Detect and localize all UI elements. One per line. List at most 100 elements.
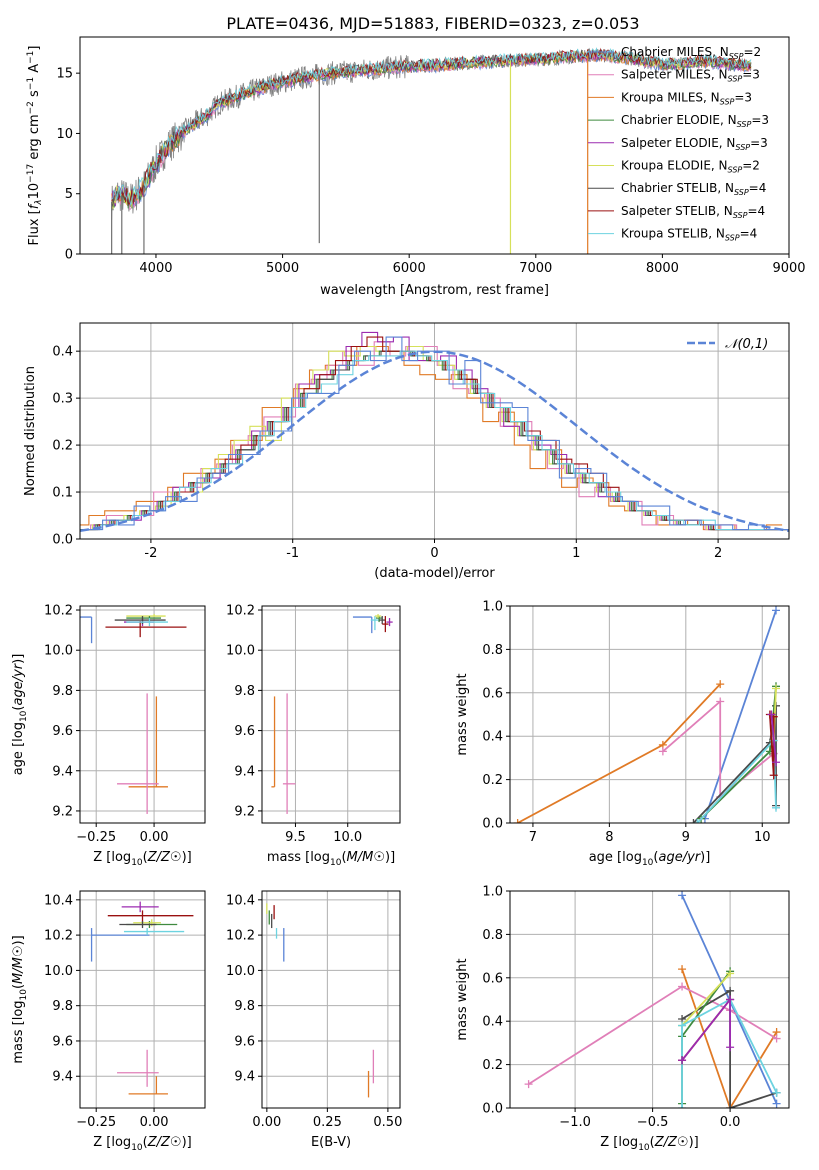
y-tick-label: 10.2 (44, 604, 73, 619)
y-tick-label: 10 (56, 127, 73, 142)
y-tick-label: 9.2 (52, 804, 73, 819)
weight-line-chabrier_stelib (692, 705, 777, 823)
panel-mass_vs_Z: −0.25 0.00 9.4 9.6 9.8 10.0 10.2 10.4 Z [log10(Z… (11, 890, 206, 1153)
axes-frame (261, 890, 401, 1109)
x-tick-label: 0.00 (252, 1115, 281, 1130)
y-tick-label: 9.6 (234, 1034, 255, 1049)
plot-area (80, 891, 205, 1108)
y-tick-label: 9.6 (234, 724, 255, 739)
weight-marker-chabrier_stelib (726, 986, 735, 995)
plot-area (262, 891, 400, 1108)
x-tick-label: 0.00 (140, 830, 169, 845)
y-axis-label: mass [log10(M/M☉)] (11, 935, 29, 1063)
axes-frame (79, 890, 206, 1109)
x-tick-label: 10.0 (333, 830, 362, 845)
x-tick-label: −1.0 (559, 1115, 591, 1130)
axes-frame (509, 605, 790, 824)
y-tick-label: 0.0 (482, 817, 503, 832)
y-tick-label: 9.8 (234, 684, 255, 699)
x-tick-label: 8000 (646, 261, 679, 276)
legend-label-chabrier_miles: Chabrier MILES, NSSP=2 (621, 45, 761, 61)
legend-label-salpeter_elodie: Salpeter ELODIE, NSSP=3 (621, 136, 768, 152)
weight-line-salpeter_elodie (770, 714, 777, 763)
x-tick-label: −0.25 (76, 1115, 116, 1130)
y-tick-label: 0.4 (482, 1015, 503, 1030)
weight-marker-chabrier_miles (678, 891, 687, 900)
x-tick-label: 7 (529, 830, 537, 845)
y-tick-label: 10.0 (226, 964, 255, 979)
x-axis-label: mass [log10(M/M☉)] (267, 850, 395, 868)
histogram-kroupa_elodie (80, 345, 786, 531)
weight-marker-kroupa_miles (678, 965, 687, 974)
plot-area (80, 606, 205, 823)
x-axis-label: (data-model)/error (374, 566, 495, 581)
y-tick-label: 1.0 (482, 885, 503, 900)
x-tick-label: 0.25 (313, 1115, 342, 1130)
y-tick-label: 9.6 (52, 1034, 73, 1049)
panel-weight_vs_Z: −1.0 −0.5 0.0 0.0 0.2 0.4 0.6 0.8 1.0 Z [log10(Z/… (455, 885, 790, 1153)
y-tick-label: 9.2 (234, 804, 255, 819)
weight-marker-salpeter_elodie (726, 1043, 735, 1052)
y-tick-label: 0.1 (52, 486, 73, 501)
x-axis-label: Z [log10(Z/Z☉)] (600, 1135, 698, 1153)
y-tick-label: 0.2 (482, 1058, 503, 1073)
weight-marker-chabrier_stelib (726, 1104, 735, 1108)
weight-line-salpeter_elodie (681, 996, 731, 1061)
y-tick-label: 0.6 (482, 686, 503, 701)
histogram-chabrier_stelib (81, 350, 789, 531)
x-axis-label: wavelength [Angstrom, rest frame] (320, 283, 549, 298)
axes-frame (79, 605, 206, 824)
weight-marker-salpeter_elodie (678, 1056, 687, 1065)
panel-age_vs_mass: 9.5 10.0 9.2 9.4 9.6 9.8 10.0 10.2 mass [log10(M… (226, 604, 401, 868)
weight-line-chabrier_miles (704, 610, 777, 819)
weight-marker-salpeter_miles (678, 982, 687, 991)
y-axis-label: age [log10(age/yr)] (11, 654, 29, 776)
x-axis-label: Z [log10(Z/Z☉)] (93, 1135, 191, 1153)
histogram-kroupa_stelib (85, 350, 789, 531)
weight-marker-kroupa_elodie (772, 684, 781, 693)
x-tick-label: −0.5 (637, 1115, 669, 1130)
y-tick-label: 10.2 (226, 929, 255, 944)
figure-title: PLATE=0436, MJD=51883, FIBERID=0323, z=0… (226, 14, 639, 33)
y-tick-label: 0.4 (52, 345, 73, 360)
x-tick-label: 0.0 (720, 1115, 741, 1130)
x-tick-label: 9000 (772, 261, 805, 276)
y-axis-label: Flux [fλ10−17 erg cm−2 s−1 A−1] (26, 46, 44, 246)
legend-label-chabrier_stelib: Chabrier STELIB, NSSP=4 (621, 181, 766, 197)
y-tick-label: 0.8 (482, 928, 503, 943)
weight-marker-kroupa_elodie (726, 969, 735, 978)
weight-marker-salpeter_elodie (767, 710, 776, 719)
model-spectrum-kroupa_stelib (111, 47, 752, 206)
y-tick-label: 10.2 (226, 604, 255, 619)
axes-frame (79, 36, 790, 255)
weight-marker-kroupa_stelib (693, 819, 702, 823)
weight-marker-salpeter_stelib (769, 771, 778, 780)
y-tick-label: 9.8 (234, 999, 255, 1014)
y-tick-label: 0.0 (52, 533, 73, 548)
x-tick-label: 7000 (519, 261, 552, 276)
legend-label-salpeter_stelib: Salpeter STELIB, NSSP=4 (621, 204, 765, 220)
x-tick-label: 5000 (266, 261, 299, 276)
y-tick-label: 10.0 (44, 964, 73, 979)
x-tick-label: 4000 (139, 261, 172, 276)
x-tick-label: 9 (682, 830, 690, 845)
y-tick-label: 1.0 (482, 600, 503, 615)
weight-marker-chabrier_miles (772, 606, 781, 615)
y-tick-label: 0.8 (482, 643, 503, 658)
plot-area (510, 891, 789, 1108)
plot-area (80, 323, 789, 539)
x-tick-label: 0.50 (373, 1115, 402, 1130)
weight-line-kroupa_stelib (696, 738, 777, 823)
y-tick-label: 10.0 (44, 644, 73, 659)
x-axis-label: age [log10(age/yr)] (589, 850, 711, 868)
legend-label-salpeter_miles: Salpeter MILES, NSSP=3 (621, 68, 760, 84)
y-tick-label: 15 (56, 67, 73, 82)
y-tick-label: 9.6 (52, 724, 73, 739)
legend-label-kroupa_stelib: Kroupa STELIB, NSSP=4 (621, 227, 757, 243)
weight-marker-kroupa_stelib (678, 1021, 687, 1030)
y-tick-label: 10.4 (44, 893, 73, 908)
x-tick-label: 9.5 (285, 830, 306, 845)
legend-label-normal: 𝒩(0,1) (725, 337, 768, 352)
y-axis-label: mass weight (455, 958, 470, 1040)
